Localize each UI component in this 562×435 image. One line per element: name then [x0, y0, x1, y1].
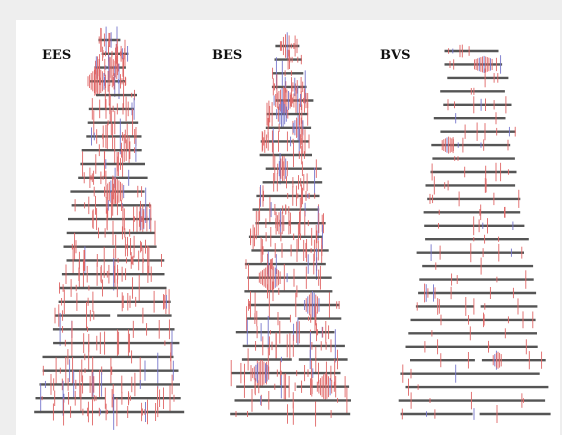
panel-bvs [398, 44, 551, 423]
panel-label-bes: BES [212, 48, 243, 63]
panel-ees [34, 26, 185, 430]
panel-label-bvs: BVS [380, 48, 411, 63]
panel-label-ees: EES [42, 48, 72, 63]
panel-bes [230, 32, 351, 427]
